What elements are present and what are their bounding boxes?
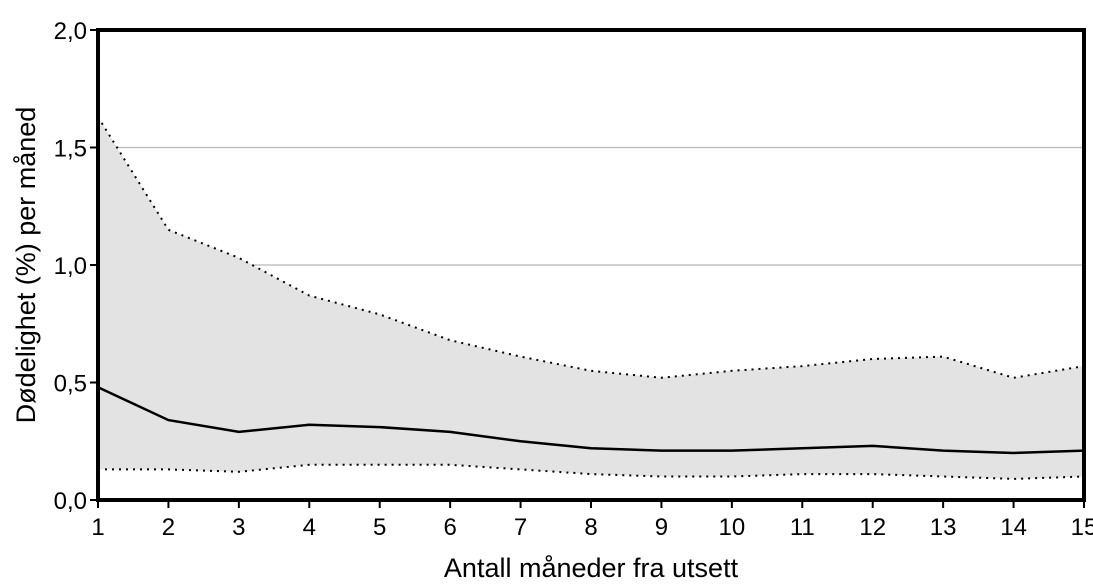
y-tick-label: 0,5 <box>54 371 87 398</box>
x-tick-label: 12 <box>859 514 886 541</box>
x-axis-title: Antall måneder fra utsett <box>444 553 739 583</box>
x-tick-label: 9 <box>655 514 668 541</box>
x-tick-label: 1 <box>91 514 104 541</box>
x-tick-label: 3 <box>232 514 245 541</box>
mortality-line <box>97 386 1085 455</box>
y-axis-ticks: 0,0 0,5 1,0 1,5 2,0 <box>54 18 98 515</box>
x-tick-label: 10 <box>719 514 746 541</box>
x-tick-label: 15 <box>1071 514 1093 541</box>
x-tick-label: 6 <box>443 514 456 541</box>
x-tick-label: 14 <box>1000 514 1027 541</box>
interval-band <box>98 117 1084 479</box>
x-tick-label: 13 <box>930 514 957 541</box>
y-tick-label: 0,0 <box>54 488 87 515</box>
upper-bound-line <box>97 116 1085 379</box>
x-tick-label: 7 <box>514 514 527 541</box>
x-tick-label: 2 <box>162 514 175 541</box>
x-tick-label: 11 <box>790 514 815 541</box>
y-tick-label: 1,0 <box>54 253 87 280</box>
x-tick-label: 5 <box>373 514 386 541</box>
x-axis-ticks: 1 2 3 4 5 6 7 8 9 10 11 12 13 14 15 <box>91 500 1093 541</box>
y-tick-label: 2,0 <box>54 18 87 45</box>
y-tick-label: 1,5 <box>54 136 87 163</box>
x-tick-label: 4 <box>303 514 316 541</box>
x-tick-label: 8 <box>584 514 597 541</box>
y-axis-title: Dødelighet (%) per måned <box>11 107 41 424</box>
